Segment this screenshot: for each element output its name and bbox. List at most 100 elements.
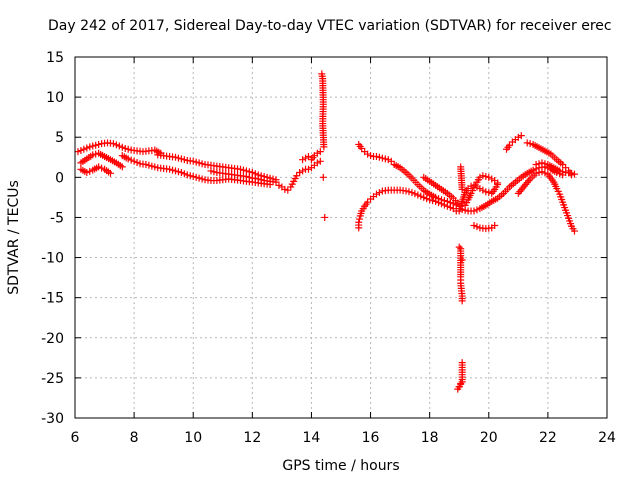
- data-point: [195, 159, 203, 167]
- data-point: [405, 188, 413, 196]
- data-point: [482, 173, 490, 181]
- data-point: [414, 191, 422, 199]
- data-point: [189, 157, 197, 165]
- data-point: [95, 163, 103, 171]
- data-point: [455, 243, 463, 251]
- data-point: [523, 139, 531, 147]
- data-point: [272, 178, 280, 186]
- data-point: [183, 171, 191, 179]
- plot-border: [74, 56, 608, 419]
- data-point: [485, 189, 493, 197]
- data-point: [538, 159, 546, 167]
- data-point: [482, 188, 490, 196]
- data-point: [237, 165, 245, 173]
- data-point: [304, 152, 312, 160]
- data-point: [316, 157, 324, 165]
- data-point: [417, 192, 425, 200]
- y-tick-label: 10: [46, 90, 64, 106]
- data-point: [133, 158, 141, 166]
- data-point: [180, 170, 188, 178]
- data-point: [177, 169, 185, 177]
- y-tick-label: 15: [46, 50, 64, 66]
- data-point: [372, 190, 380, 198]
- data-point: [476, 185, 484, 193]
- data-point: [281, 185, 289, 193]
- data-point: [461, 206, 469, 214]
- data-point: [570, 170, 578, 178]
- data-point: [458, 256, 466, 264]
- data-point: [454, 199, 462, 207]
- data-point: [192, 173, 200, 181]
- data-point: [124, 145, 132, 153]
- x-tick-label: 6: [71, 430, 80, 446]
- data-point: [189, 173, 197, 181]
- x-axis-label: GPS time / hours: [282, 458, 399, 474]
- data-point: [570, 227, 578, 235]
- data-point: [109, 140, 117, 148]
- data-point: [411, 190, 419, 198]
- data-point: [458, 297, 466, 305]
- data-point: [435, 195, 443, 203]
- data-point: [387, 157, 395, 165]
- data-point: [458, 359, 466, 367]
- x-tick-label: 16: [362, 430, 380, 446]
- data-point: [532, 160, 540, 168]
- data-point: [192, 158, 200, 166]
- x-tick-label: 12: [243, 430, 261, 446]
- data-point: [535, 169, 543, 177]
- data-point: [491, 221, 499, 229]
- data-point: [98, 164, 106, 172]
- data-point: [479, 172, 487, 180]
- data-point: [296, 169, 304, 177]
- data-point: [458, 185, 466, 193]
- y-tick-label: 0: [55, 170, 64, 186]
- data-point: [494, 179, 502, 187]
- data-point: [432, 193, 440, 201]
- data-point: [95, 140, 103, 148]
- data-point: [242, 173, 250, 181]
- data-point: [505, 141, 513, 149]
- data-point: [124, 155, 132, 163]
- data-point: [89, 151, 97, 159]
- data-point: [535, 160, 543, 168]
- data-point: [299, 156, 307, 164]
- data-point: [355, 215, 363, 223]
- y-tick-label: -15: [41, 291, 64, 307]
- x-tick-label: 24: [598, 430, 616, 446]
- data-point: [313, 149, 321, 157]
- data-point: [420, 193, 428, 201]
- x-tick-label: 22: [539, 430, 557, 446]
- data-point: [446, 199, 454, 207]
- data-point: [180, 156, 188, 164]
- data-point: [372, 152, 380, 160]
- data-point: [479, 186, 487, 194]
- data-point: [437, 196, 445, 204]
- data-point: [106, 169, 114, 177]
- data-point: [526, 140, 534, 148]
- data-point: [378, 154, 386, 162]
- y-tick-label: -25: [41, 371, 64, 387]
- data-point: [541, 169, 549, 177]
- data-point: [320, 143, 328, 151]
- data-point: [402, 187, 410, 195]
- data-point: [458, 205, 466, 213]
- data-point: [77, 146, 85, 154]
- data-point: [115, 142, 123, 150]
- x-tick-label: 10: [184, 430, 202, 446]
- data-point: [299, 167, 307, 175]
- data-point: [321, 213, 329, 221]
- y-tick-label: -30: [41, 411, 64, 427]
- data-point: [476, 173, 484, 181]
- data-point: [86, 143, 94, 151]
- data-point: [384, 156, 392, 164]
- data-point: [517, 132, 525, 140]
- data-point: [171, 153, 179, 161]
- x-tick-label: 20: [480, 430, 498, 446]
- data-point: [177, 155, 185, 163]
- x-tick-label: 8: [130, 430, 139, 446]
- data-point: [121, 144, 129, 152]
- data-point: [313, 159, 321, 167]
- data-point: [559, 160, 567, 168]
- data-point: [169, 166, 177, 174]
- data-point: [92, 141, 100, 149]
